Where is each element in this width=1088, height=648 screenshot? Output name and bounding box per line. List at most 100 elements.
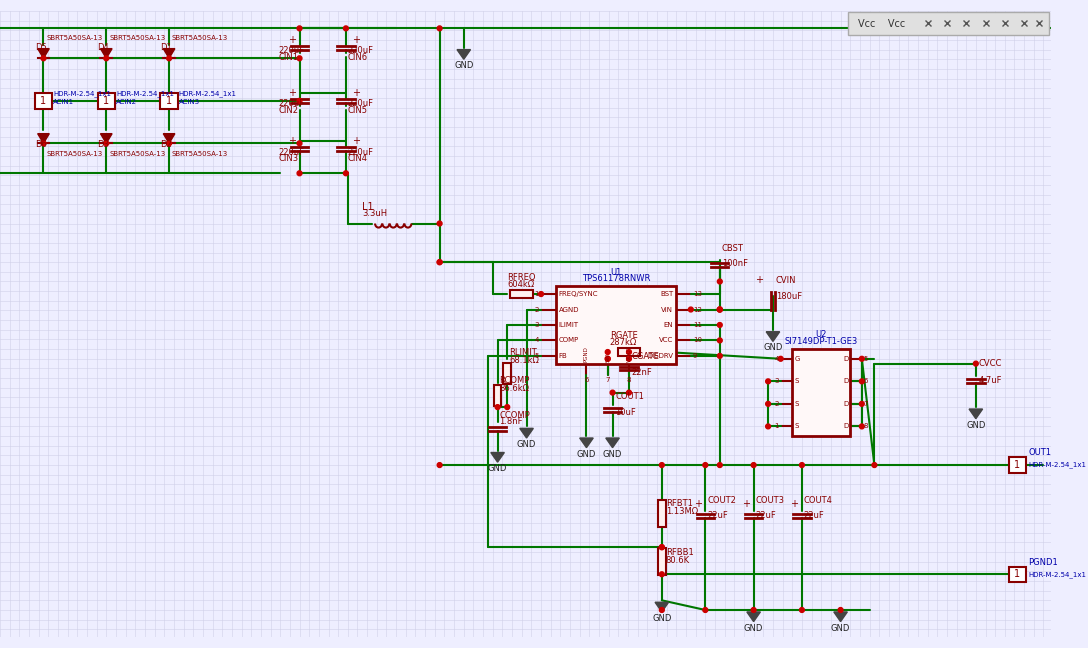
Text: D2: D2 [160,140,172,149]
Polygon shape [606,438,619,448]
Bar [98,93,115,109]
Circle shape [860,356,864,361]
Circle shape [974,361,978,366]
Circle shape [437,260,442,264]
Polygon shape [100,49,112,58]
Text: CCOMP: CCOMP [499,411,530,420]
Text: RFBB1: RFBB1 [666,548,693,557]
Text: BST: BST [660,291,673,297]
Text: 3: 3 [534,322,540,328]
Bar [556,286,677,364]
Text: SI7149DP-T1-GE3: SI7149DP-T1-GE3 [784,337,857,346]
Bar [1009,566,1026,582]
Circle shape [297,26,302,30]
Text: 180uF: 180uF [776,292,802,301]
Text: SBRT5A50SA-13: SBRT5A50SA-13 [172,35,228,41]
Circle shape [717,338,722,343]
Text: RFREQ: RFREQ [507,273,535,283]
Polygon shape [38,49,49,58]
Text: PGND: PGND [584,346,589,362]
Text: SBRT5A50SA-13: SBRT5A50SA-13 [47,35,102,41]
Text: TPS61178RNWR: TPS61178RNWR [582,274,651,283]
Polygon shape [491,452,505,462]
Text: +: + [288,136,296,146]
Polygon shape [457,50,470,59]
Circle shape [717,279,722,284]
Text: 86.6kΩ: 86.6kΩ [499,384,530,393]
Text: RLIMIT: RLIMIT [509,348,536,357]
Text: 10: 10 [693,338,702,343]
Polygon shape [655,602,669,612]
Circle shape [860,402,864,406]
Polygon shape [766,332,780,341]
Text: 8: 8 [627,377,631,383]
Text: D4: D4 [98,43,109,52]
Text: U1: U1 [610,268,621,277]
Circle shape [166,141,172,146]
Text: SBRT5A50SA-13: SBRT5A50SA-13 [47,151,102,157]
Text: D: D [843,401,849,407]
Text: D3: D3 [98,140,110,149]
Polygon shape [100,133,112,143]
Bar [35,93,52,109]
Text: CBST: CBST [721,244,743,253]
Text: 1: 1 [40,96,47,106]
Text: GND: GND [652,614,671,623]
Text: 4: 4 [775,356,779,362]
Circle shape [103,56,109,61]
Text: CVIN: CVIN [776,276,796,285]
Text: GND: GND [966,421,986,430]
Circle shape [437,221,442,226]
Text: Vcc    Vcc: Vcc Vcc [858,19,905,29]
Circle shape [703,463,707,467]
Text: PGND1: PGND1 [1028,557,1058,566]
Text: SBRT5A50SA-13: SBRT5A50SA-13 [109,35,165,41]
Text: RGATE: RGATE [609,331,638,340]
Text: +: + [693,499,702,509]
Text: 1: 1 [534,291,540,297]
Text: 68.1kΩ: 68.1kΩ [509,356,539,365]
Text: CIN1: CIN1 [279,53,298,62]
Text: COUT2: COUT2 [707,496,737,505]
Circle shape [751,463,756,467]
Circle shape [778,356,783,361]
Text: S: S [794,378,799,384]
Circle shape [717,463,722,467]
Circle shape [103,141,109,146]
Circle shape [838,608,843,612]
Text: 1: 1 [1014,460,1021,470]
Circle shape [659,572,665,577]
Text: CIN3: CIN3 [279,154,298,163]
Text: OUT1: OUT1 [1028,448,1051,457]
Circle shape [860,379,864,384]
Circle shape [717,353,722,358]
Circle shape [717,307,722,312]
Circle shape [297,56,302,61]
Circle shape [800,463,804,467]
Polygon shape [833,612,848,621]
Circle shape [505,404,509,410]
Text: 80.6K: 80.6K [666,556,690,565]
Text: ILIMIT: ILIMIT [558,322,579,328]
Text: 287kΩ: 287kΩ [609,338,636,347]
Text: 2: 2 [775,401,779,407]
Polygon shape [969,409,982,419]
Bar [510,290,533,298]
Text: 9: 9 [693,353,697,359]
Text: 6: 6 [864,378,868,384]
Text: 1: 1 [166,96,172,106]
Circle shape [41,141,46,146]
Circle shape [297,141,302,146]
Circle shape [659,608,665,612]
Text: D: D [843,423,849,430]
Circle shape [344,26,348,30]
Text: HDR-M-2.54_1x1: HDR-M-2.54_1x1 [178,91,237,97]
Circle shape [871,463,877,467]
Text: 22nF: 22nF [632,369,653,377]
Text: COMP: COMP [558,338,579,343]
Text: 7: 7 [864,401,868,407]
Text: GND: GND [577,450,596,459]
Circle shape [605,350,610,354]
Text: RCOMP: RCOMP [499,376,530,385]
Text: HDR-M-2.54_1x1: HDR-M-2.54_1x1 [1028,461,1086,469]
